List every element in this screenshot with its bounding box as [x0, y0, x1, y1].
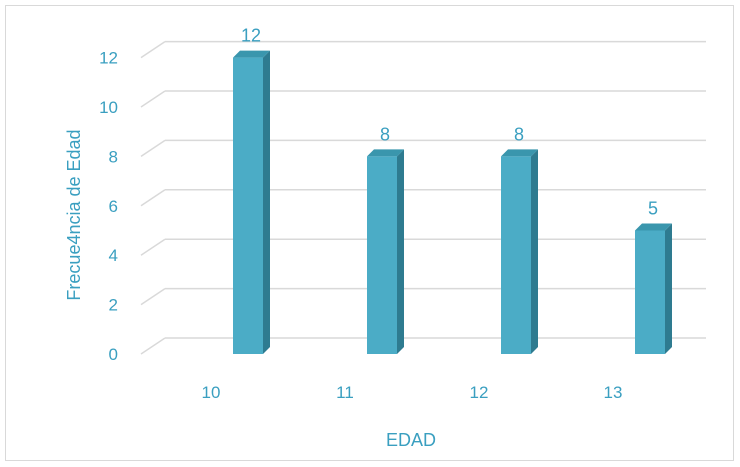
- data-label: 5: [648, 199, 658, 219]
- y-tick-label: 6: [109, 197, 118, 216]
- gridlines: [140, 40, 706, 355]
- bar: 8: [367, 124, 404, 354]
- y-tick-label: 0: [109, 345, 118, 364]
- gridline: [140, 139, 706, 158]
- y-tick-label: 8: [109, 147, 118, 166]
- bar-side: [531, 149, 538, 354]
- x-axis-title: EDAD: [386, 430, 436, 450]
- data-label: 8: [514, 124, 524, 144]
- bar-side: [263, 50, 270, 354]
- gridline: [140, 90, 706, 108]
- y-tick-label: 10: [99, 98, 118, 117]
- bar-side: [665, 223, 672, 354]
- x-tick-label: 13: [604, 383, 623, 402]
- data-label: 8: [380, 124, 390, 144]
- y-tick-label: 4: [109, 246, 118, 265]
- gridline: [140, 238, 706, 256]
- bar-top: [367, 149, 404, 157]
- x-tick-label: 12: [470, 383, 489, 402]
- bar: 8: [501, 124, 538, 354]
- bar-front: [367, 156, 397, 354]
- x-axis-ticks: 10 11 12 13: [202, 383, 623, 402]
- bar: 12: [233, 26, 270, 354]
- gridline: [140, 40, 706, 59]
- data-label: 12: [241, 26, 261, 46]
- bar-side: [397, 149, 404, 354]
- y-tick-label: 12: [99, 49, 118, 68]
- gridline: [140, 189, 706, 207]
- bar-top: [233, 50, 270, 58]
- gridline: [140, 337, 706, 355]
- x-tick-label: 10: [202, 383, 221, 402]
- y-tick-label: 2: [109, 296, 118, 315]
- bar: 5: [635, 199, 672, 354]
- bar-front: [233, 57, 263, 354]
- y-axis-title: Frecue4ncia de Edad: [64, 129, 84, 300]
- x-tick-label: 11: [336, 383, 354, 402]
- bars: 12 8 8 5: [233, 26, 672, 354]
- y-axis-ticks: 0 2 4 6 8 10 12: [99, 49, 118, 364]
- bar-top: [501, 149, 538, 157]
- bar-top: [635, 223, 672, 231]
- bar-front: [635, 230, 665, 354]
- gridline: [140, 287, 706, 306]
- bar-front: [501, 156, 531, 354]
